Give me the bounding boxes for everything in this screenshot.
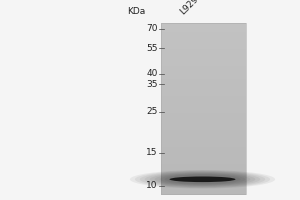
- Ellipse shape: [150, 173, 255, 186]
- Bar: [160, 108, 246, 113]
- Bar: [160, 104, 246, 109]
- Bar: [160, 96, 246, 100]
- Bar: [160, 130, 246, 135]
- Text: 40: 40: [146, 69, 158, 78]
- Bar: [160, 70, 246, 75]
- Bar: [160, 121, 246, 126]
- Bar: [160, 117, 246, 122]
- Bar: [160, 32, 246, 36]
- Text: KDa: KDa: [128, 6, 146, 16]
- Ellipse shape: [145, 172, 260, 187]
- Bar: [160, 49, 246, 53]
- Ellipse shape: [135, 171, 270, 188]
- Text: L929: L929: [178, 0, 200, 16]
- Bar: [160, 177, 246, 182]
- Bar: [160, 100, 246, 105]
- Bar: [160, 126, 246, 130]
- Bar: [160, 83, 246, 88]
- Text: 55: 55: [146, 44, 158, 53]
- Text: 35: 35: [146, 80, 158, 89]
- Bar: [160, 113, 246, 118]
- Bar: [160, 190, 246, 194]
- Bar: [160, 91, 246, 96]
- Text: 15: 15: [146, 148, 158, 157]
- Bar: [160, 74, 246, 79]
- Bar: [160, 181, 246, 186]
- Bar: [160, 40, 246, 45]
- Ellipse shape: [169, 176, 236, 182]
- Bar: [160, 164, 246, 169]
- Bar: [160, 36, 246, 41]
- Ellipse shape: [130, 170, 275, 189]
- Bar: [160, 57, 246, 62]
- Bar: [160, 138, 246, 143]
- Bar: [160, 173, 246, 177]
- Bar: [160, 168, 246, 173]
- Ellipse shape: [160, 174, 245, 185]
- Bar: [160, 53, 246, 58]
- Bar: [160, 23, 246, 194]
- Bar: [160, 27, 246, 32]
- Bar: [160, 151, 246, 156]
- Text: 25: 25: [146, 107, 158, 116]
- Bar: [160, 87, 246, 92]
- Ellipse shape: [140, 171, 265, 187]
- Bar: [160, 23, 246, 28]
- Ellipse shape: [165, 174, 241, 184]
- Ellipse shape: [155, 173, 250, 185]
- Bar: [160, 66, 246, 71]
- Bar: [160, 156, 246, 160]
- Bar: [160, 147, 246, 152]
- Bar: [160, 143, 246, 147]
- Bar: [160, 160, 246, 165]
- Bar: [160, 44, 246, 49]
- Bar: [160, 79, 246, 83]
- Bar: [160, 61, 246, 66]
- Text: 10: 10: [146, 181, 158, 190]
- Bar: [160, 185, 246, 190]
- Text: 70: 70: [146, 24, 158, 33]
- Bar: [160, 134, 246, 139]
